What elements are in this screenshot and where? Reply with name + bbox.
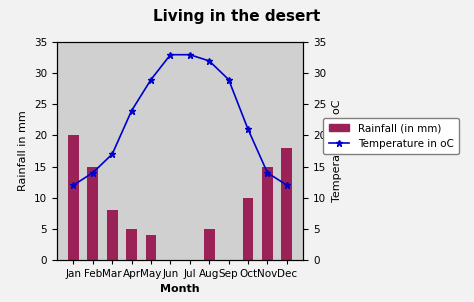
Bar — [243, 198, 254, 260]
Bar — [88, 166, 98, 260]
Bar — [107, 210, 118, 260]
Bar — [68, 136, 79, 260]
Text: Living in the desert: Living in the desert — [154, 9, 320, 24]
Bar — [126, 229, 137, 260]
Bar — [282, 148, 292, 260]
Bar — [204, 229, 215, 260]
Bar — [262, 166, 273, 260]
X-axis label: Month: Month — [160, 284, 200, 294]
Legend: Rainfall (in mm), Temperature in oC: Rainfall (in mm), Temperature in oC — [323, 118, 459, 154]
Y-axis label: Temperature in oC: Temperature in oC — [332, 100, 342, 202]
Y-axis label: Rainfall in mm: Rainfall in mm — [18, 111, 28, 191]
Bar — [146, 235, 156, 260]
